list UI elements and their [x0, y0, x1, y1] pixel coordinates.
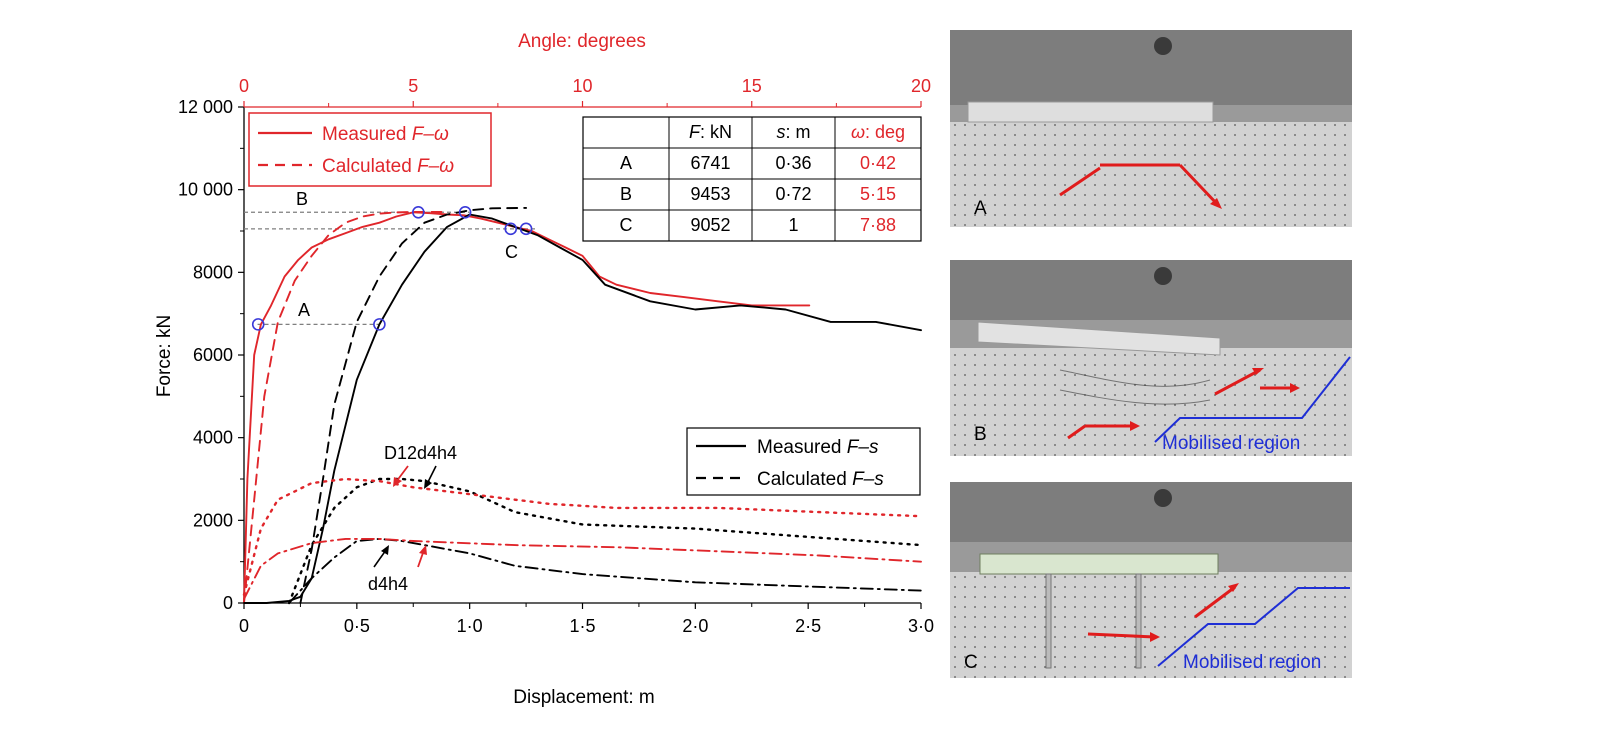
series-measured-f-s: [243, 213, 922, 604]
table-header-cell: ω: deg: [851, 122, 905, 142]
top-tick-label: 10: [572, 76, 592, 96]
photo-panel-a: A: [950, 30, 1352, 227]
table-cell: 0·36: [775, 153, 811, 173]
top-axis-title: Angle: degrees: [518, 31, 646, 52]
annotation-c: C: [505, 242, 518, 262]
photo-label-b: B: [974, 424, 987, 445]
legend-measured-f-s: Measured F–s: [757, 437, 879, 458]
top-tick-label: 20: [911, 76, 931, 96]
annotation-arrows: [373, 465, 437, 568]
slip-arrow-a-1: [1059, 166, 1101, 197]
results-table: F: kN s: m ω: deg A 6741 0·36 0·42 B 9453 0·72 5·1…: [582, 116, 922, 242]
legend-bottom-right: Measured F–s Calculated F–s: [686, 427, 921, 496]
series-d12d4h4-calculated: [242, 477, 923, 596]
y-tick-label: 0: [223, 593, 233, 613]
data-point-marker: [412, 205, 425, 219]
series-calculated-f-omega: [243, 211, 449, 604]
d12d4h4-black-arrowhead: [424, 479, 432, 489]
table-cell: C: [620, 215, 633, 235]
y-tick-label: 2000: [193, 510, 233, 530]
mobilised-boundary-b: [1154, 356, 1351, 443]
legend-measured-f-omega: Measured F–ω: [322, 124, 449, 145]
annotation-d4h4: d4h4: [368, 574, 408, 594]
photo-label-a: A: [974, 198, 987, 219]
series-group: [242, 206, 923, 605]
data-point-marker: [373, 318, 386, 331]
marker-group: [251, 205, 533, 331]
table-header-cell: s: m: [777, 122, 811, 142]
y-tick-label: 4000: [193, 428, 233, 448]
table-cell: 5·15: [860, 184, 896, 204]
series-d12d4h4-measured: [287, 477, 923, 605]
d4h4-red-arrowhead: [419, 545, 427, 555]
data-point-marker: [504, 222, 518, 236]
table-cell: 0·42: [860, 153, 896, 173]
legend-calculated-f-omega: Calculated F–ω: [322, 156, 454, 177]
y-tick-label: 8000: [193, 262, 233, 282]
top-tick-label: 15: [742, 76, 762, 96]
table-cell: B: [620, 184, 632, 204]
table-cell: 6741: [690, 153, 730, 173]
y-tick-label: 10 000: [178, 180, 233, 200]
photo-panel-b: B Mobilised region: [950, 260, 1352, 456]
table-cell: 1: [788, 215, 798, 235]
series-measured-f-omega: [243, 211, 811, 604]
data-point-marker: [251, 318, 265, 331]
slip-arrow-c-2: [1194, 585, 1236, 619]
x-tick-label: 2·5: [795, 616, 821, 636]
data-point-marker: [519, 222, 533, 236]
series-d4h4-calculated: [243, 537, 922, 600]
y-tick-label: 6000: [193, 345, 233, 365]
x-tick-label: 2·0: [682, 616, 708, 636]
annotation-d12d4h4: D12d4h4: [384, 443, 457, 463]
table-header-cell: F: kN: [689, 122, 732, 142]
photo-label-c: C: [964, 652, 978, 673]
x-tick-label: 0: [239, 616, 249, 636]
y-axis-title: Force: kN: [154, 315, 175, 397]
x-tick-label: 1·0: [457, 616, 483, 636]
slip-arrow-b-3: [1214, 368, 1261, 396]
x-tick-label: 3·0: [908, 616, 934, 636]
d12d4h4-red-arrowhead: [393, 477, 402, 487]
annotation-b: B: [296, 189, 308, 209]
top-tick-label: 5: [408, 76, 418, 96]
legend-top-left: Measured F–ω Calculated F–ω: [248, 112, 492, 187]
x-tick-label: 1·5: [569, 616, 595, 636]
table-cell: 0·72: [775, 184, 811, 204]
x-axis-title: Displacement: m: [513, 687, 655, 708]
slip-arrow-b-1: [1067, 424, 1086, 440]
top-tick-label: 0: [239, 76, 249, 96]
slip-arrow-a-3: [1178, 163, 1220, 207]
y-tick-label: 12 000: [178, 97, 233, 117]
slip-arrow-c-1: [1087, 632, 1156, 639]
table-cell: 7·88: [860, 215, 896, 235]
d4h4-black-arrowhead: [381, 545, 389, 555]
annotation-a: A: [298, 300, 310, 320]
table-cell: 9052: [690, 215, 730, 235]
legend-calculated-f-s: Calculated F–s: [757, 469, 884, 490]
x-tick-label: 0·5: [344, 616, 370, 636]
mobilised-boundary-c: [1157, 587, 1350, 667]
reference-lines: [244, 211, 538, 325]
d4h4-black-arrow: [373, 549, 387, 568]
series-calculated-f-s: [299, 206, 528, 604]
table-cell: A: [620, 153, 632, 173]
mobilised-region-label-c: Mobilised region: [1183, 652, 1321, 673]
mobilised-region-label-b: Mobilised region: [1162, 433, 1300, 454]
table-cell: 9453: [690, 184, 730, 204]
photo-panel-c: C Mobilised region: [950, 482, 1352, 678]
data-point-marker: [458, 205, 472, 219]
series-d4h4-measured: [288, 537, 922, 604]
